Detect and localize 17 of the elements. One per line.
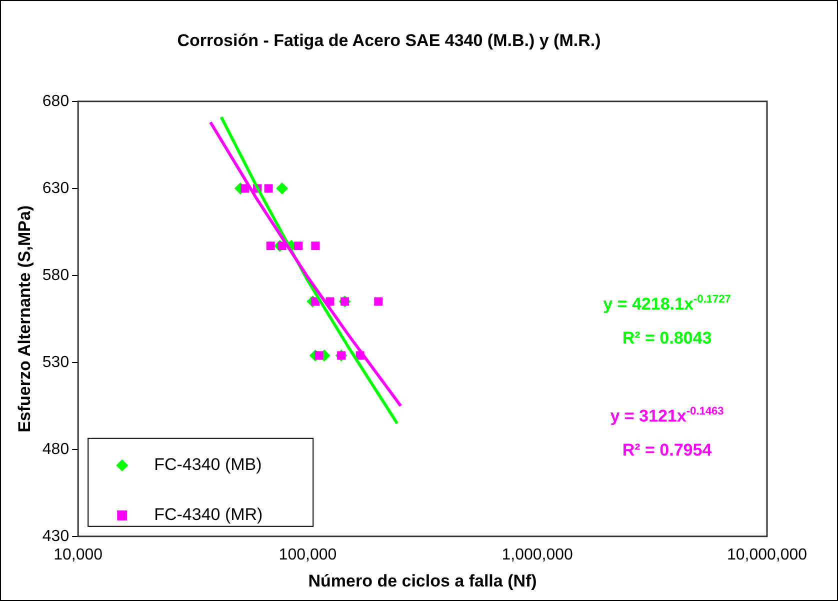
x-tick-label: 10,000: [54, 546, 103, 564]
annotation: R² = 0.8043: [622, 328, 712, 348]
x-tick-label: 1,000,000: [502, 546, 574, 564]
y-tick-label: 680: [42, 92, 70, 110]
chart-title: Corrosión - Fatiga de Acero SAE 4340 (M.B.) y (M.R.): [177, 30, 601, 50]
annotation: R² = 0.7954: [622, 440, 712, 460]
y-tick-label: 480: [42, 440, 70, 458]
y-tick-label: 530: [42, 354, 70, 371]
x-tick-label: 10,000,000: [726, 546, 808, 564]
x-axis-title: Número de ciclos a falla (Nf): [308, 571, 537, 590]
x-tick-label: 100,000: [278, 546, 337, 564]
y-axis-title: Esfuerzo Alternante (S,MPa): [14, 205, 34, 432]
legend-label: FC-4340 (MB): [154, 455, 262, 474]
legend-label: FC-4340 (MR): [154, 505, 263, 524]
y-tick-label: 630: [42, 180, 70, 197]
y-tick-label: 580: [42, 266, 70, 284]
y-tick-label: 430: [42, 528, 70, 545]
